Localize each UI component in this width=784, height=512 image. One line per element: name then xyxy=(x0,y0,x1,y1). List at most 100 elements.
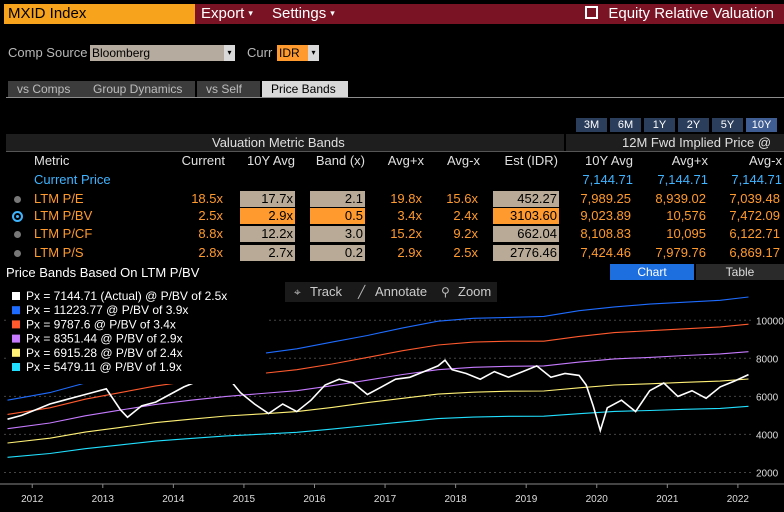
export-menu-label: Export xyxy=(201,5,245,22)
col-band: Band (x) xyxy=(315,153,365,168)
series-line-4 xyxy=(7,405,749,458)
metric-name[interactable]: LTM P/BV xyxy=(34,208,93,223)
metric-plus-cell: 19.8x xyxy=(390,191,422,206)
app-title[interactable]: Equity Relative Valuation xyxy=(585,4,774,24)
export-menu[interactable]: Export ▾ xyxy=(201,4,253,24)
x-tick-label: 2015 xyxy=(233,494,256,505)
metric-band-cell[interactable]: 2.1 xyxy=(310,191,365,207)
period-3m-button[interactable]: 3M xyxy=(576,118,607,132)
metric-p3-cell: 6,122.71 xyxy=(729,226,780,241)
x-tick-label: 2012 xyxy=(21,494,44,505)
metric-avg-cell[interactable]: 2.7x xyxy=(240,245,295,261)
period-10y-button[interactable]: 10Y xyxy=(746,118,777,132)
legend-entry: Px = 8351.44 @ P/BV of 2.9x xyxy=(26,332,183,346)
col-metric: Metric xyxy=(34,153,70,168)
x-tick-label: 2019 xyxy=(515,494,538,505)
metric-band-cell[interactable]: 0.2 xyxy=(310,245,365,261)
chart-view-button[interactable]: Chart xyxy=(610,264,694,280)
row-radio-selected-icon[interactable] xyxy=(12,211,23,222)
col-fwd-avg-minus: Avg-x xyxy=(749,153,782,168)
current-price-v3: 7,144.71 xyxy=(731,172,782,187)
row-radio-icon[interactable] xyxy=(14,231,21,238)
tab-divider xyxy=(6,97,784,98)
metric-name[interactable]: LTM P/S xyxy=(34,245,84,260)
series-line-5 xyxy=(7,359,749,434)
menu-bar: Export ▾ Settings ▾ Equity Relative Valuat… xyxy=(195,4,784,24)
x-tick-label: 2022 xyxy=(727,494,750,505)
period-2y-button[interactable]: 2Y xyxy=(678,118,709,132)
metric-band-cell[interactable]: 0.5 xyxy=(310,208,365,224)
metric-p2-cell: 8,939.02 xyxy=(655,191,706,206)
metric-p3-cell: 7,472.09 xyxy=(729,208,780,223)
ticker-field[interactable]: MXID Index xyxy=(4,4,195,24)
legend-background xyxy=(6,286,266,384)
col-fwd-10y-avg: 10Y Avg xyxy=(585,153,633,168)
settings-menu[interactable]: Settings ▾ xyxy=(272,4,335,24)
metric-est-cell[interactable]: 452.27 xyxy=(493,191,559,207)
tab-vs-comps[interactable]: vs Comps xyxy=(8,81,86,97)
metric-name[interactable]: LTM P/E xyxy=(34,191,84,206)
currency-dropdown[interactable]: IDR xyxy=(277,45,308,61)
x-tick-label: 2013 xyxy=(92,494,115,505)
col-10y-avg: 10Y Avg xyxy=(247,153,295,168)
col-avg-plus: Avg+x xyxy=(387,153,424,168)
metric-p1-cell: 9,023.89 xyxy=(580,208,631,223)
metric-est-cell[interactable]: 2776.46 xyxy=(493,245,559,261)
metric-avg-cell[interactable]: 2.9x xyxy=(240,208,295,224)
comp-source-caret-icon[interactable]: ▾ xyxy=(224,45,235,61)
currency-caret-icon[interactable]: ▾ xyxy=(308,45,319,61)
col-fwd-avg-plus: Avg+x xyxy=(671,153,708,168)
annotate-label: Annotate xyxy=(375,284,427,299)
col-current: Current xyxy=(181,153,225,168)
metric-name[interactable]: LTM P/CF xyxy=(34,226,93,241)
zoom-tool[interactable]: ⚲ Zoom xyxy=(441,284,491,299)
table-group-header-right xyxy=(566,134,784,151)
metric-band-cell[interactable]: 3.0 xyxy=(310,226,365,242)
series-line-2 xyxy=(7,351,749,430)
x-tick-label: 2021 xyxy=(656,494,679,505)
external-link-icon xyxy=(585,6,599,19)
comp-source-dropdown[interactable]: Bloomberg xyxy=(90,45,224,61)
metric-est-cell[interactable]: 662.04 xyxy=(493,226,559,242)
magnifier-icon: ⚲ xyxy=(441,285,450,299)
metric-est-cell[interactable]: 3103.60 xyxy=(493,208,559,224)
metric-avg-cell[interactable]: 12.2x xyxy=(240,226,295,242)
metric-minus-cell: 2.5x xyxy=(453,245,478,260)
tab-price-bands[interactable]: Price Bands xyxy=(262,81,348,97)
table-group-header-left xyxy=(6,134,564,151)
x-tick-label: 2017 xyxy=(374,494,397,505)
period-6m-button[interactable]: 6M xyxy=(610,118,641,132)
metric-plus-cell: 3.4x xyxy=(397,208,422,223)
tab-vs-self[interactable]: vs Self xyxy=(197,81,260,97)
metric-plus-cell: 15.2x xyxy=(390,226,422,241)
x-tick-label: 2014 xyxy=(162,494,185,505)
row-radio-icon[interactable] xyxy=(14,196,21,203)
period-5y-button[interactable]: 5Y xyxy=(712,118,743,132)
y-tick-label: 8000 xyxy=(756,354,779,365)
x-tick-label: 2020 xyxy=(586,494,609,505)
table-view-button[interactable]: Table xyxy=(696,264,784,280)
metric-avg-cell[interactable]: 17.7x xyxy=(240,191,295,207)
track-label: Track xyxy=(310,284,343,299)
legend-swatch xyxy=(12,292,20,300)
metric-current-cell: 8.8x xyxy=(198,226,223,241)
row-radio-icon[interactable] xyxy=(14,250,21,257)
zoom-label: Zoom xyxy=(458,284,491,299)
y-tick-label: 6000 xyxy=(756,392,779,403)
track-tool[interactable]: ⌖ Track xyxy=(294,284,343,299)
metric-current-cell: 2.8x xyxy=(198,245,223,260)
metric-p2-cell: 7,979.76 xyxy=(655,245,706,260)
y-tick-label: 10000 xyxy=(756,316,784,327)
pencil-icon: ╱ xyxy=(357,284,366,299)
app-title-label: Equity Relative Valuation xyxy=(608,5,774,22)
tab-group-dynamics[interactable]: Group Dynamics xyxy=(84,81,195,97)
annotate-tool[interactable]: ╱ Annotate xyxy=(357,284,427,299)
metric-p3-cell: 7,039.48 xyxy=(729,191,780,206)
metric-current-cell: 2.5x xyxy=(198,208,223,223)
period-1y-button[interactable]: 1Y xyxy=(644,118,675,132)
legend-entry: Px = 11223.77 @ P/BV of 3.9x xyxy=(26,303,188,317)
price-bands-chart[interactable]: 2000 4000 6000 8000 10000 2012 2013 2014 2015 201… xyxy=(0,282,784,512)
metric-p2-cell: 10,576 xyxy=(666,208,706,223)
y-tick-label: 2000 xyxy=(756,468,779,479)
crosshair-icon: ⌖ xyxy=(294,285,301,299)
